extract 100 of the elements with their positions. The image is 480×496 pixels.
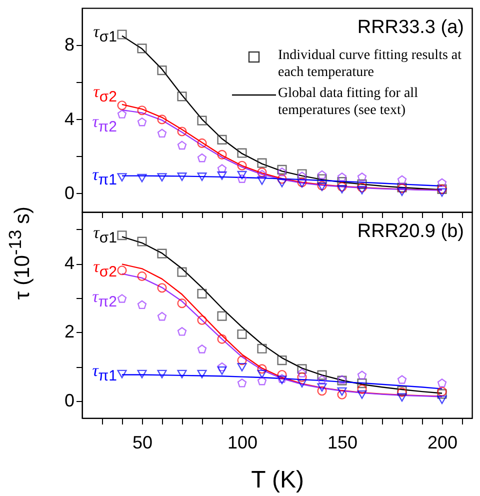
point	[197, 288, 207, 298]
point	[357, 390, 367, 399]
point	[137, 117, 147, 126]
point	[337, 172, 347, 182]
point	[177, 140, 187, 150]
y-tick-label: 4	[64, 108, 74, 129]
x-tick-label: 100	[227, 432, 258, 452]
point	[197, 138, 207, 148]
point	[177, 370, 187, 378]
point	[217, 164, 227, 173]
point	[237, 362, 247, 372]
point	[337, 390, 347, 400]
point	[157, 173, 167, 182]
point	[157, 370, 167, 378]
point	[437, 188, 447, 197]
point	[217, 366, 227, 375]
x-tick-label: 50	[132, 432, 153, 452]
point	[437, 378, 447, 388]
point	[117, 173, 127, 182]
point	[317, 375, 327, 384]
point	[177, 267, 187, 277]
point	[217, 150, 227, 160]
point	[397, 175, 407, 184]
point	[157, 66, 167, 76]
point	[277, 164, 287, 174]
point	[257, 344, 267, 354]
point	[397, 375, 407, 384]
point	[197, 315, 207, 325]
point	[317, 370, 327, 380]
point	[357, 384, 367, 394]
point	[397, 393, 407, 402]
y-tick-label: 2	[64, 322, 74, 342]
series-label: τ$_{π1}$	[92, 361, 117, 385]
point	[357, 179, 367, 189]
point	[357, 370, 367, 380]
series-label: τ$_{σ2}$	[93, 82, 117, 106]
point	[317, 170, 327, 180]
point	[157, 312, 167, 321]
annotation: Global data fitting for all temperatures (see text)	[278, 85, 419, 119]
point	[237, 160, 247, 170]
point	[337, 176, 347, 187]
point	[157, 283, 167, 293]
point	[157, 128, 167, 138]
point	[117, 110, 127, 118]
point	[237, 148, 247, 158]
point	[257, 364, 267, 374]
point	[237, 170, 247, 180]
point	[297, 379, 307, 388]
point	[197, 370, 207, 378]
point	[197, 153, 207, 162]
point	[137, 271, 147, 281]
point	[177, 126, 187, 136]
point	[337, 387, 347, 396]
point	[117, 230, 127, 240]
point	[437, 386, 447, 396]
point	[137, 300, 147, 310]
point	[277, 174, 287, 184]
y-tick-label: 0	[64, 390, 74, 410]
point	[197, 172, 207, 181]
point	[357, 182, 367, 192]
point	[217, 362, 227, 372]
point	[297, 368, 307, 378]
point	[277, 168, 287, 176]
point	[157, 114, 167, 124]
point	[137, 106, 147, 116]
point	[257, 376, 267, 386]
y-tick-label: 0	[64, 182, 74, 203]
point	[117, 100, 127, 110]
annotation: RRR33.3 (a)	[357, 17, 464, 38]
point	[177, 92, 187, 102]
point	[337, 182, 347, 192]
point	[337, 184, 347, 194]
annotation: Individual curve fitting results at each temperature	[278, 47, 463, 81]
x-axis-title: T (K)	[251, 466, 304, 494]
x-tick-label: 200	[427, 432, 458, 452]
point	[277, 356, 287, 366]
annotation: RRR20.9 (b)	[357, 221, 464, 242]
series-label: τ$_{σ1}$	[93, 222, 117, 246]
point	[157, 248, 167, 258]
series-label: τ$_{σ1}$	[93, 22, 117, 46]
point	[437, 389, 447, 399]
point	[397, 188, 407, 196]
point	[177, 172, 187, 181]
point	[437, 178, 447, 188]
y-tick-label: 8	[64, 34, 74, 55]
point	[117, 266, 127, 276]
point	[117, 294, 127, 303]
point	[137, 370, 147, 378]
point	[237, 329, 247, 340]
x-tick-label: 150	[327, 432, 358, 452]
point	[257, 370, 267, 378]
point	[197, 116, 207, 126]
point	[137, 44, 147, 54]
series-label: τ$_{π2}$	[92, 286, 117, 310]
point	[277, 178, 287, 188]
point	[277, 370, 287, 380]
point	[197, 344, 207, 354]
point	[237, 174, 247, 183]
point	[217, 134, 227, 144]
point	[177, 298, 187, 308]
